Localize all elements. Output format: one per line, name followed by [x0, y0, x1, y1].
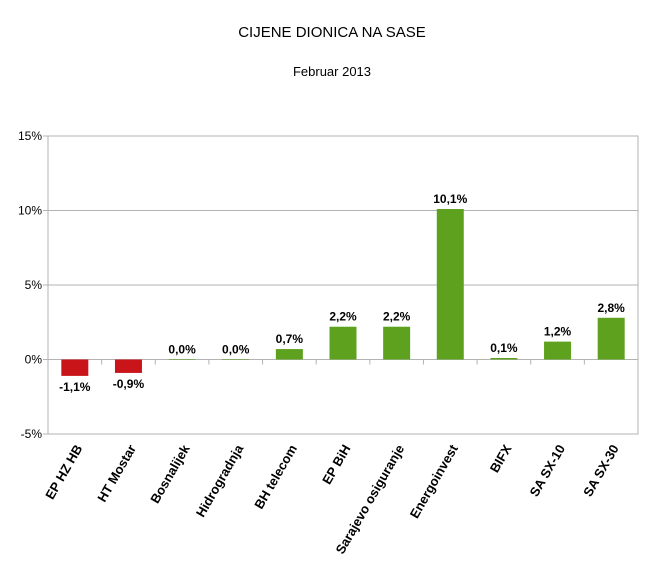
bar: [168, 359, 196, 360]
data-label: 0,0%: [168, 343, 196, 357]
data-label: 10,1%: [433, 192, 467, 206]
bar: [383, 326, 411, 360]
y-axis-ticks: -5% 0% 5% 10% 15%: [18, 129, 42, 441]
data-label: -1,1%: [59, 380, 91, 394]
bar: [275, 349, 303, 360]
data-label: 0,0%: [222, 343, 250, 357]
x-tick-label: Bosnalijek: [147, 441, 193, 505]
x-tick-label: Hidrogradnja: [193, 441, 247, 519]
chart-subtitle: Februar 2013: [293, 64, 371, 79]
x-tick-label: Energoinvest: [407, 441, 462, 520]
plot-area: [47, 135, 639, 435]
bar: [490, 358, 518, 360]
y-tick-label: 5%: [25, 278, 43, 292]
data-label: 0,7%: [276, 332, 304, 346]
x-tick-label: EP BiH: [319, 442, 354, 487]
data-labels: -1,1% -0,9% 0,0% 0,0% 0,7% 2,2% 2,2% 10,1% 0,1% 1…: [59, 192, 625, 394]
data-label: 0,1%: [490, 341, 518, 355]
y-tick-label: -5%: [21, 427, 43, 441]
data-label: 2,2%: [329, 310, 357, 324]
bar: [597, 317, 625, 360]
y-tick-label: 10%: [18, 204, 42, 218]
bar: [114, 359, 142, 373]
x-tick-label: BIFX: [487, 442, 515, 475]
y-tick-label: 15%: [18, 129, 42, 143]
bar: [61, 359, 89, 376]
x-tick-label: EP HZ HB: [42, 442, 85, 502]
y-tick-label: 0%: [25, 353, 43, 367]
data-label: 2,8%: [598, 301, 626, 315]
bar: [544, 341, 572, 360]
data-label: 2,2%: [383, 310, 411, 324]
data-label: 1,2%: [544, 325, 572, 339]
bar: [329, 326, 357, 360]
x-axis-labels: EP HZ HB HT Mostar Bosnalijek Hidrogradnja B…: [42, 441, 622, 556]
data-label: -0,9%: [113, 377, 145, 391]
chart-title: CIJENE DIONICA NA SASE: [238, 24, 426, 41]
x-tick-label: SA SX-30: [580, 442, 622, 499]
bar: [436, 209, 464, 360]
x-tick-label: HT Mostar: [94, 442, 139, 505]
x-tick-label: SA SX-10: [526, 442, 568, 499]
bar: [222, 359, 250, 360]
x-tick-label: BH telecom: [251, 442, 300, 511]
bars: [61, 209, 625, 376]
